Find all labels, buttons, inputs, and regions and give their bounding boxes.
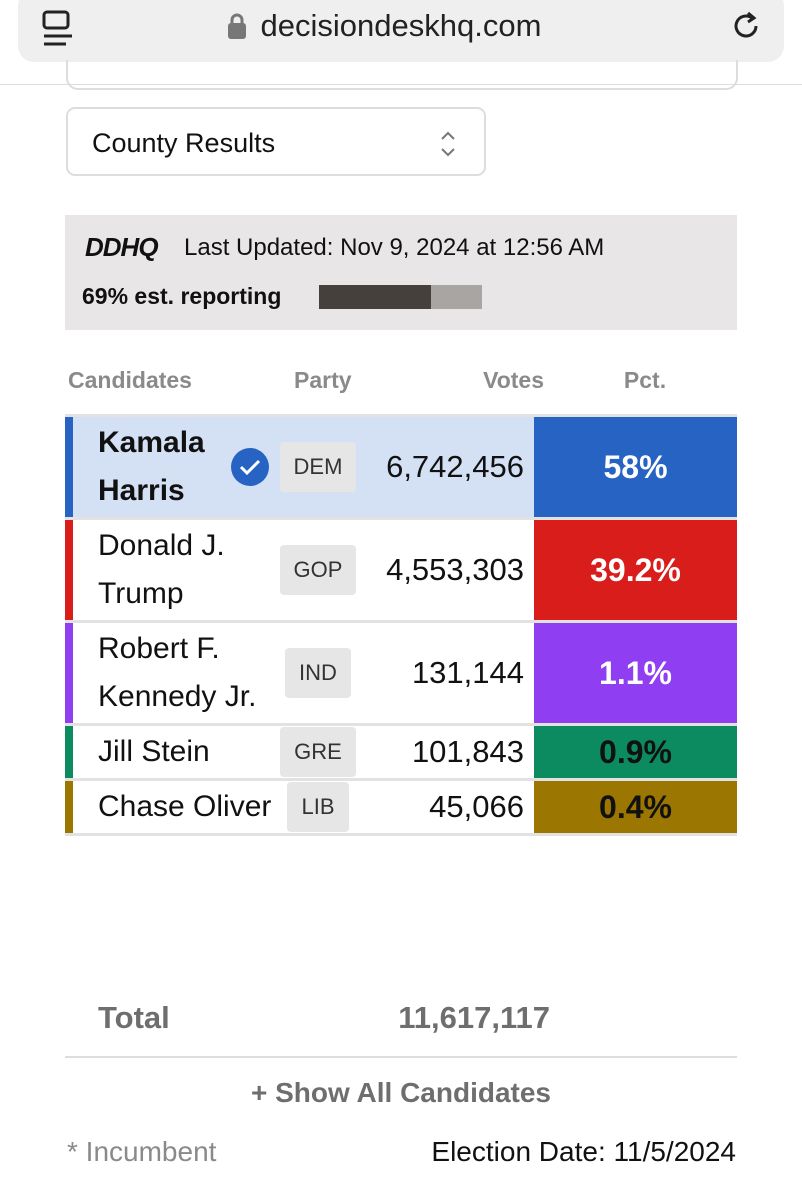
check-icon — [231, 448, 269, 486]
logo: DDHQ — [85, 232, 159, 262]
vote-count: 45,066 — [429, 789, 524, 824]
dropdown-edge — [66, 60, 738, 90]
tabs-icon[interactable] — [40, 8, 80, 48]
candidate-row: Donald J. Trump GOP 4,553,303 39.2% — [65, 520, 737, 623]
separator — [0, 84, 802, 85]
candidate-name: Chase Oliver — [98, 790, 272, 823]
selector-label: County Results — [92, 128, 276, 158]
party-badge: GOP — [279, 545, 357, 595]
party-stripe — [65, 417, 73, 517]
address-bar[interactable] — [18, 0, 784, 62]
incumbent-note: * Incumbent — [67, 1136, 217, 1167]
party-stripe — [65, 781, 73, 833]
total-votes: 11,617,117 — [398, 1000, 550, 1035]
vote-percent: 0.9% — [534, 726, 737, 778]
selector-arrows — [441, 131, 455, 157]
party-cell: IND — [272, 623, 364, 723]
candidate-row: Jill Stein GRE 101,843 0.9% — [65, 726, 737, 781]
vote-percent: 58% — [534, 417, 737, 517]
reporting-bar — [319, 285, 482, 309]
column-header: Candidates — [68, 367, 192, 393]
party-stripe — [65, 726, 73, 778]
vote-percent: 39.2% — [534, 520, 737, 620]
show-all-button[interactable]: + Show All Candidates — [250, 1077, 551, 1108]
url: decisiondeskhq.com — [260, 8, 542, 43]
reporting-fill — [319, 285, 432, 309]
candidate-name: Donald J. Trump — [98, 529, 225, 610]
last-updated: Last Updated: Nov 9, 2024 at 12:56 AM — [184, 234, 605, 261]
candidate-name: Robert F. Kennedy Jr. — [98, 632, 257, 713]
party-badge: LIB — [287, 782, 349, 832]
election-date: Election Date: 11/5/2024 — [431, 1136, 736, 1167]
total-label: Total — [98, 1000, 170, 1035]
reload-button[interactable] — [728, 8, 764, 44]
results-table: Kamala Harris DEM 6,742,456 58% Donald J. Tr… — [65, 414, 737, 836]
candidate-row: Chase Oliver LIB 45,066 0.4% — [65, 781, 737, 836]
candidate-row: Kamala Harris DEM 6,742,456 58% — [65, 417, 737, 520]
party-cell: GOP — [272, 520, 364, 620]
candidate-row: Robert F. Kennedy Jr. IND 131,144 1.1% — [65, 623, 737, 726]
vote-count: 101,843 — [411, 734, 524, 769]
column-header: Votes — [483, 367, 544, 393]
results-selector[interactable]: County Results — [66, 107, 486, 176]
candidate-name: Kamala Harris — [98, 426, 205, 507]
candidate-name: Jill Stein — [98, 735, 210, 768]
party-badge: IND — [285, 648, 351, 698]
vote-percent: 1.1% — [534, 623, 737, 723]
party-badge: GRE — [280, 727, 356, 777]
status-panel: DDHQ Last Updated: Nov 9, 2024 at 12:56 … — [65, 215, 737, 330]
vote-count: 6,742,456 — [386, 449, 524, 484]
divider — [65, 1056, 737, 1058]
called-check — [228, 417, 272, 517]
party-stripe — [65, 623, 73, 723]
vote-percent: 0.4% — [534, 781, 737, 833]
vote-count: 131,144 — [411, 655, 524, 690]
lock-icon — [228, 13, 246, 39]
reporting-label: 69% est. reporting — [82, 283, 282, 309]
column-header: Party — [294, 367, 352, 393]
party-badge: DEM — [279, 442, 357, 492]
column-header: Pct. — [623, 367, 667, 393]
party-cell: GRE — [272, 726, 364, 778]
vote-count: 4,553,303 — [386, 552, 524, 587]
party-cell: DEM — [272, 417, 364, 517]
party-stripe — [65, 520, 73, 620]
party-cell: LIB — [272, 781, 364, 833]
